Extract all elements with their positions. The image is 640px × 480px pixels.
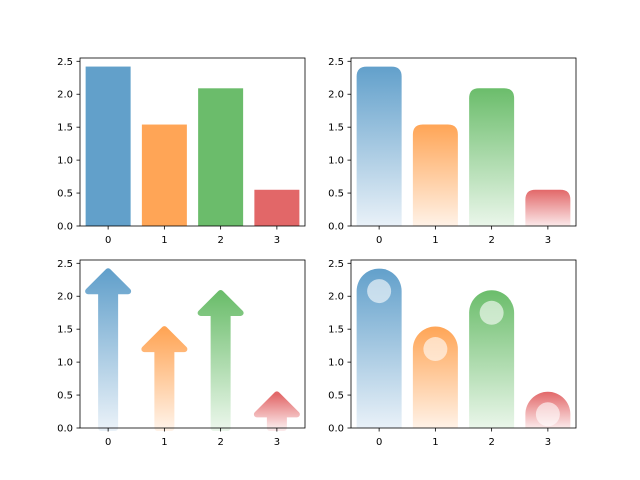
- bar-3: [253, 391, 300, 431]
- axes-frame: [79, 57, 306, 227]
- x-tick-label: 2: [488, 235, 494, 246]
- bar-1: [412, 124, 458, 226]
- y-tick-label: 1.5: [328, 325, 344, 336]
- axes-frame: [350, 259, 577, 429]
- axes-frame: [79, 259, 306, 429]
- bar-dot-0: [367, 279, 392, 304]
- y-tick-label: 2.0: [57, 90, 73, 101]
- y-tick-label: 0.0: [57, 424, 73, 435]
- x-tick-label: 3: [545, 235, 551, 246]
- bar-0: [356, 66, 402, 227]
- x-tick-label: 1: [161, 437, 167, 448]
- x-tick-label: 2: [217, 437, 223, 448]
- bar-dot-2: [479, 300, 504, 325]
- subplot-bottom-right: 0 1 2 3 0.0 0.5 1.0 1.5 2.0 2.5: [328, 259, 577, 448]
- bar-3: [525, 189, 571, 226]
- bar-0: [85, 66, 131, 227]
- x-tick-label: 1: [161, 235, 167, 246]
- y-tick-label: 2.0: [328, 90, 344, 101]
- axes-frame: [350, 57, 577, 227]
- bar-2: [469, 290, 515, 428]
- x-tick-label: 0: [105, 235, 111, 246]
- x-tick-label: 1: [432, 437, 438, 448]
- x-tick-label: 0: [376, 235, 382, 246]
- y-tick-label: 2.5: [328, 57, 344, 68]
- bar-2: [469, 88, 515, 227]
- bar-dot-1: [423, 337, 448, 362]
- y-tick-label: 0.0: [328, 424, 344, 435]
- y-tick-label: 1.0: [57, 156, 73, 167]
- y-tick-label: 0.5: [328, 391, 344, 402]
- y-tick-label: 0.5: [328, 189, 344, 200]
- subplot-top-right: 0 1 2 3 0.0 0.5 1.0 1.5 2.0 2.5: [328, 57, 577, 246]
- y-tick-label: 1.5: [328, 123, 344, 134]
- bar-1: [141, 326, 188, 431]
- x-tick-label: 3: [545, 437, 551, 448]
- bar-1: [141, 124, 187, 226]
- y-tick-label: 1.0: [328, 358, 344, 369]
- y-tick-label: 1.5: [57, 325, 73, 336]
- y-tick-label: 0.0: [328, 222, 344, 233]
- bar-0: [85, 268, 132, 431]
- bar-2: [198, 88, 244, 227]
- y-tick-label: 1.5: [57, 123, 73, 134]
- bar-dot-3: [535, 402, 560, 427]
- subplot-bottom-left: 0 1 2 3 0.0 0.5 1.0 1.5 2.0 2.5: [57, 259, 306, 448]
- bar-0: [356, 268, 402, 428]
- y-tick-label: 2.0: [57, 292, 73, 303]
- subplot-top-left: 0 1 2 3 0.0 0.5 1.0 1.5 2.0 2.5: [57, 57, 306, 246]
- y-tick-label: 0.0: [57, 222, 73, 233]
- y-tick-label: 0.5: [57, 391, 73, 402]
- y-tick-label: 1.0: [57, 358, 73, 369]
- y-tick-label: 2.5: [57, 57, 73, 68]
- y-tick-label: 1.0: [328, 156, 344, 167]
- y-tick-label: 2.0: [328, 292, 344, 303]
- x-tick-label: 0: [376, 437, 382, 448]
- y-tick-label: 2.5: [328, 259, 344, 270]
- y-tick-label: 2.5: [57, 259, 73, 270]
- x-tick-label: 2: [217, 235, 223, 246]
- bar-3: [254, 189, 300, 226]
- x-tick-label: 1: [432, 235, 438, 246]
- x-tick-label: 3: [274, 235, 280, 246]
- bar-2: [197, 289, 244, 431]
- x-tick-label: 0: [105, 437, 111, 448]
- y-tick-label: 0.5: [57, 189, 73, 200]
- x-tick-label: 3: [274, 437, 280, 448]
- x-tick-label: 2: [488, 437, 494, 448]
